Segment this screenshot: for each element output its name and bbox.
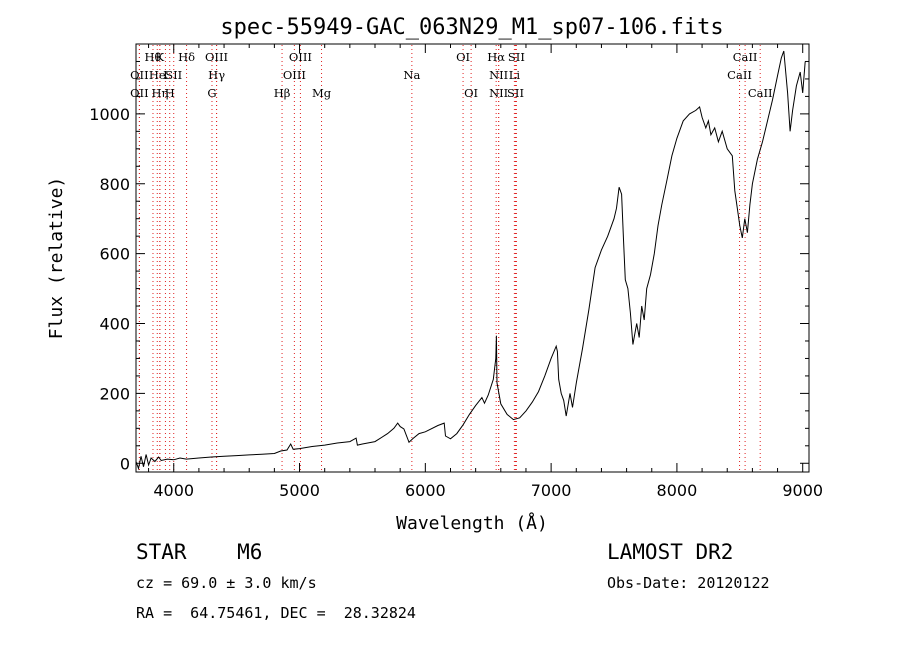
y-tick-label: 0 (120, 454, 130, 473)
line-marker-label: NII (489, 68, 508, 82)
line-marker-label: SII (507, 86, 524, 100)
line-marker-label: OI (464, 86, 478, 100)
x-axis-ticks: 4000 5000 6000 7000 8000 9000 (148, 44, 823, 500)
y-tick-label: 400 (99, 315, 130, 334)
line-marker-label: OIII (283, 68, 306, 82)
line-marker-label: I (163, 68, 168, 82)
observation-date: Obs-Date: 20120122 (607, 574, 770, 592)
line-marker-label: Hη (151, 86, 168, 100)
x-tick-label: 9000 (782, 481, 823, 500)
line-marker-label: CaII (733, 50, 758, 64)
line-marker-label: H (165, 86, 175, 100)
line-marker-label: Hα (487, 50, 505, 64)
x-tick-label: 4000 (153, 481, 194, 500)
plot-frame (135, 43, 810, 473)
line-marker-label: G (207, 86, 216, 100)
line-marker-label: CaII (748, 86, 773, 100)
line-marker-label: Hβ (274, 86, 291, 100)
line-marker-label: Li (509, 68, 521, 82)
line-marker-label: K (155, 50, 164, 64)
line-marker-label: OIII (205, 50, 228, 64)
y-tick-label: 200 (99, 384, 130, 403)
survey-name: LAMOST DR2 (607, 540, 734, 564)
spectrum-series-line (135, 50, 806, 471)
x-tick-label: 8000 (657, 481, 698, 500)
line-marker-label: Hγ (208, 68, 225, 82)
x-axis-title: Wavelength (Å) (396, 512, 548, 534)
line-marker-label: OIII (289, 50, 312, 64)
line-marker-label: Hδ (178, 50, 195, 64)
sky-coordinates: RA = 64.75461, DEC = 28.32824 (136, 604, 416, 622)
line-marker-label: CaII (727, 68, 752, 82)
line-marker-label: OII (130, 86, 149, 100)
redshift-velocity: cz = 69.0 ± 3.0 km/s (136, 574, 317, 592)
x-tick-label: 5000 (279, 481, 320, 500)
line-marker-label: OII (130, 68, 149, 82)
line-marker-label: Mg (312, 86, 332, 100)
y-axis-title: Flux (relative) (46, 177, 67, 340)
chart-title: spec-55949-GAC_063N29_M1_sp07-106.fits (220, 15, 723, 40)
x-tick-label: 6000 (405, 481, 446, 500)
line-marker-label: He (149, 68, 166, 82)
spectral-class: STAR M6 (136, 540, 263, 564)
line-marker-label: SII (508, 50, 525, 64)
y-tick-label: 600 (99, 245, 130, 264)
line-marker-label: Hθ (145, 50, 162, 64)
x-tick-label: 7000 (531, 481, 572, 500)
line-marker-label: NII (489, 86, 508, 100)
line-marker-label: OI (456, 50, 470, 64)
y-axis-ticks: 0 200 400 600 800 1000 (89, 43, 809, 473)
y-tick-label: 1000 (89, 105, 130, 124)
line-markers (138, 45, 761, 471)
line-marker-label: SII (165, 68, 182, 82)
line-marker-label: Na (403, 68, 420, 82)
y-tick-label: 800 (99, 175, 130, 194)
